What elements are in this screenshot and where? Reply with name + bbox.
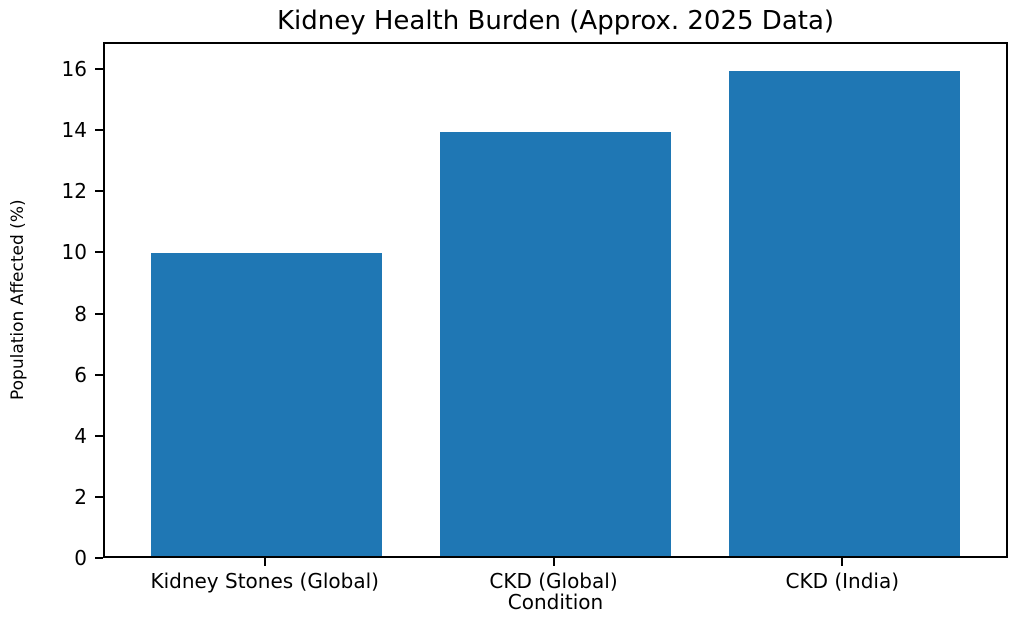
x-tick-label: CKD (Global): [489, 569, 618, 593]
x-tick-mark: [263, 558, 266, 566]
y-tick-label: 10: [61, 240, 87, 265]
y-tick-mark: [95, 434, 103, 437]
y-tick-label: 14: [61, 118, 87, 143]
bar-1: [439, 131, 671, 556]
y-tick-mark: [95, 557, 103, 559]
y-tick-label: 8: [74, 301, 87, 326]
x-axis-label: Condition: [507, 590, 604, 614]
y-tick-mark: [95, 68, 103, 71]
x-tick-label: Kidney Stones (Global): [150, 569, 379, 593]
y-tick-label: 6: [74, 362, 87, 387]
x-axis-ticks: Kidney Stones (Global) CKD (Global) CKD (I…: [103, 558, 1008, 608]
y-tick-label: 12: [61, 179, 87, 204]
x-tick-mark: [552, 558, 555, 566]
y-tick-label: 0: [74, 546, 87, 570]
y-tick-mark: [95, 312, 103, 315]
bar-2: [728, 70, 960, 556]
y-tick-mark: [95, 251, 103, 254]
plot-area: [103, 42, 1008, 558]
x-tick-mark: [841, 558, 844, 566]
bar-0: [151, 252, 383, 556]
chart-title: Kidney Health Burden (Approx. 2025 Data): [276, 6, 835, 36]
y-tick-label: 16: [61, 57, 87, 82]
y-tick-mark: [95, 129, 103, 132]
y-tick-mark: [95, 190, 103, 193]
y-tick-mark: [95, 373, 103, 376]
y-tick-label: 4: [74, 423, 87, 448]
y-tick-label: 2: [74, 484, 87, 509]
y-axis-ticks: 0 2 4 6 8 10 12 14 16: [0, 42, 103, 570]
x-tick-label: CKD (India): [785, 569, 900, 593]
y-tick-mark: [95, 495, 103, 498]
